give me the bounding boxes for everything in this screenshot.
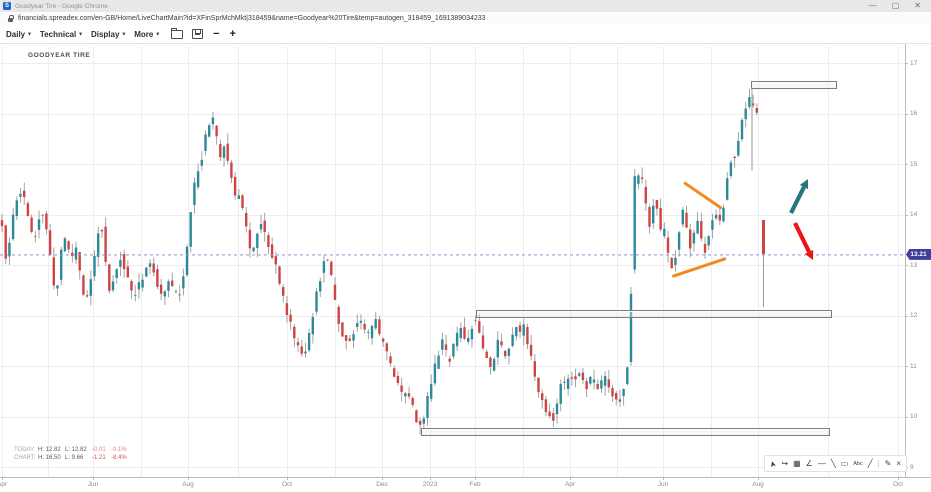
price-tick-label: 15 <box>910 160 918 168</box>
chevron-down-icon: ▾ <box>122 31 126 38</box>
more-menu-label: More <box>134 29 154 39</box>
horizontal-line-icon[interactable]: — <box>817 458 826 468</box>
time-tick-label: Oct <box>892 481 904 488</box>
time-tick-label: Aug <box>182 481 194 488</box>
padlock-icon <box>8 14 14 22</box>
time-tick-label: Dec <box>376 481 388 488</box>
daily-menu-label: Daily <box>6 29 26 39</box>
legend-row-label: TODAY: <box>14 447 36 453</box>
symbol-label: GOODYEAR TIRE <box>28 52 91 59</box>
time-tick-label: Aug <box>752 481 764 488</box>
maximize-button[interactable]: ▢ <box>891 1 900 10</box>
window-title: Goodyear Tire - Google Chrome <box>15 2 108 10</box>
close-button[interactable]: ✕ <box>914 1 921 10</box>
titlebar: S Goodyear Tire - Google Chrome — ▢ ✕ <box>0 0 931 12</box>
legend-low: L: 9.66 <box>65 454 84 461</box>
spreadex-favicon: S <box>3 2 11 10</box>
legend-row-label: CHART: <box>14 454 36 461</box>
axes-icon[interactable]: ∠ <box>805 458 813 468</box>
polyline-icon[interactable]: ↪ <box>781 458 789 468</box>
price-tick-label: 12 <box>910 312 918 319</box>
time-tick-label: Apr <box>0 481 8 488</box>
rectangle-icon[interactable]: ▭ <box>840 458 849 468</box>
technical-menu[interactable]: Technical ▾ <box>40 30 82 39</box>
legend-change: -1.21 <box>92 454 106 461</box>
pencil-icon[interactable]: ✎ <box>884 458 892 468</box>
current-price-tag: 13.21 <box>906 248 931 260</box>
save-icon[interactable] <box>192 29 204 39</box>
today-candle-wick <box>763 254 764 308</box>
daily-menu[interactable]: Daily ▾ <box>6 30 31 39</box>
minimize-button[interactable]: — <box>868 1 877 10</box>
trend-line-annotation[interactable] <box>751 87 752 170</box>
legend-change-pct: -8.4% <box>111 454 127 461</box>
candlestick-canvas[interactable] <box>0 43 931 492</box>
time-tick-label: Jun <box>87 481 99 488</box>
legend-change-pct: -0.1% <box>111 447 127 453</box>
chart-region: GOODYEAR TIRE 17 16 15 14 13 12 11 10 9 Apr Jun Au… <box>0 43 931 492</box>
time-tick-label: 2023 <box>422 481 438 488</box>
legend-change: -0.01 <box>92 447 106 453</box>
legend-high: H: 16.50 <box>38 454 61 461</box>
legend-high: H: 12.82 <box>38 447 61 453</box>
today-candle-body <box>762 219 765 255</box>
price-tick-label: 9 <box>910 463 914 471</box>
more-menu[interactable]: More ▾ <box>134 30 159 39</box>
price-range-box[interactable] <box>476 310 832 318</box>
price-range-box[interactable] <box>421 428 830 436</box>
price-tick-label: 16 <box>910 110 918 117</box>
trend-line-icon[interactable]: ╲ <box>830 458 836 468</box>
drawing-toolbar: ➤ ↪ ▦ ∠ — ╲ ▭ Abc ╱ | ✎ × <box>763 455 907 472</box>
chevron-down-icon: ▾ <box>156 31 160 38</box>
technical-menu-label: Technical <box>39 29 77 39</box>
url-text[interactable]: financials.spreadex.com/en-GB/Home/LiveC… <box>18 15 486 22</box>
divider-icon: | <box>877 458 880 468</box>
time-tick-label: Jun <box>657 481 669 488</box>
zoom-out-button[interactable]: − <box>213 28 220 40</box>
chevron-down-icon: ▾ <box>28 31 31 38</box>
time-tick-label: Oct <box>281 481 293 488</box>
price-tick-label: 10 <box>910 413 918 420</box>
grid-icon[interactable]: ▦ <box>793 458 801 468</box>
price-tick-label: 17 <box>910 59 918 67</box>
price-tick-label: 13 <box>910 261 918 269</box>
ohlc-legend: TODAY: H: 12.82 L: 12.82 -0.01 -0.1% CHA… <box>14 447 131 461</box>
chart-toolbar: Daily ▾ Technical ▾ Display ▾ More ▾ − + <box>0 25 931 44</box>
urlbar[interactable]: financials.spreadex.com/en-GB/Home/LiveC… <box>0 12 931 26</box>
cursor-icon[interactable]: ➤ <box>767 459 778 469</box>
time-tick-label: Feb <box>469 481 481 488</box>
diagonal-line-icon[interactable]: ╱ <box>867 458 873 468</box>
text-icon[interactable]: Abc <box>853 460 863 467</box>
chevron-down-icon: ▾ <box>79 31 82 38</box>
open-folder-icon[interactable] <box>171 27 184 39</box>
legend-low: L: 12.82 <box>65 447 87 453</box>
display-menu[interactable]: Display ▾ <box>91 30 125 39</box>
time-tick-label: Apr <box>564 481 576 488</box>
close-icon[interactable]: × <box>896 458 901 468</box>
zoom-in-button[interactable]: + <box>229 28 236 40</box>
display-menu-label: Display <box>90 29 120 39</box>
price-tick-label: 14 <box>910 211 918 218</box>
price-tick-label: 11 <box>910 362 917 370</box>
price-range-box[interactable] <box>751 81 837 89</box>
